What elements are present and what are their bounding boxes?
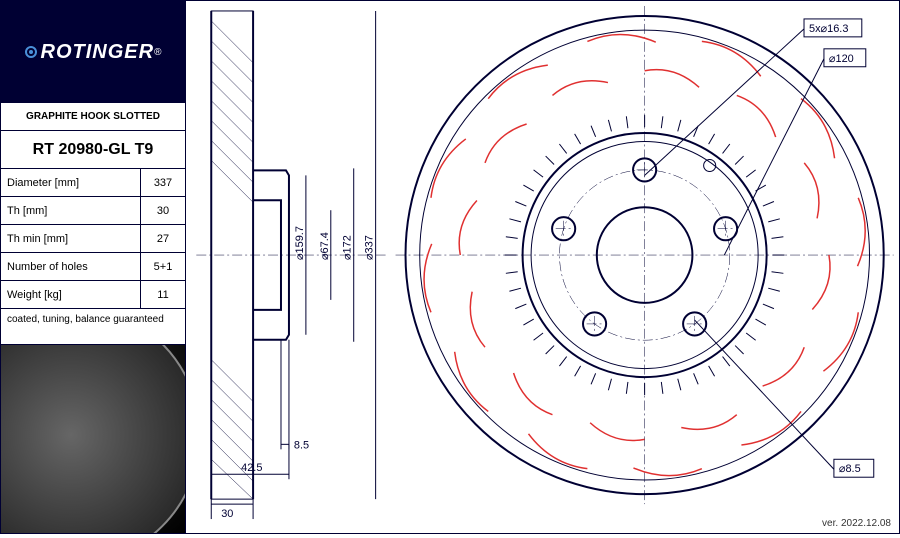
callout-pcd: ⌀120 <box>829 53 854 65</box>
info-panel: ROTINGER ® GRAPHITE HOOK SLOTTED RT 2098… <box>1 1 186 533</box>
spec-row: Th [mm] 30 <box>1 197 185 225</box>
dim-8-5: 8.5 <box>294 439 309 451</box>
callouts: 5x⌀16.3 ⌀120 ⌀8.5 <box>645 19 874 477</box>
spec-label: Th [mm] <box>1 197 141 224</box>
spec-value: 30 <box>141 197 185 224</box>
dim-d337: ⌀337 <box>364 235 376 260</box>
spec-value: 337 <box>141 169 185 196</box>
spec-label: Weight [kg] <box>1 281 141 308</box>
dim-30: 30 <box>221 508 233 520</box>
callout-hole: ⌀8.5 <box>839 463 861 475</box>
spec-label: Th min [mm] <box>1 225 141 252</box>
brand-name: ROTINGER <box>41 41 155 64</box>
side-view: ⌀159.7 ⌀67.4 ⌀172 ⌀337 8.5 42.5 30 <box>196 11 385 520</box>
spec-row: Diameter [mm] 337 <box>1 169 185 197</box>
spec-value: 5+1 <box>141 253 185 280</box>
spec-label: Diameter [mm] <box>1 169 141 196</box>
dim-d159: ⌀159.7 <box>294 226 306 260</box>
version-label: ver. 2022.12.08 <box>822 518 891 529</box>
dim-d67: ⌀67.4 <box>319 232 331 260</box>
front-view <box>396 6 894 504</box>
spec-value: 27 <box>141 225 185 252</box>
spec-row: Number of holes 5+1 <box>1 253 185 281</box>
drawing-svg: ⌀159.7 ⌀67.4 ⌀172 ⌀337 8.5 42.5 30 <box>186 1 899 533</box>
callout-bolt: 5x⌀16.3 <box>809 23 848 35</box>
product-subtitle: GRAPHITE HOOK SLOTTED <box>1 103 185 131</box>
dim-42-5: 42.5 <box>241 462 262 474</box>
spec-row: Th min [mm] 27 <box>1 225 185 253</box>
product-photo <box>1 345 185 533</box>
notes: coated, tuning, balance guaranteed <box>1 309 185 345</box>
part-number: RT 20980-GL T9 <box>1 131 185 169</box>
brand-logo: ROTINGER ® <box>1 1 185 103</box>
spec-row: Weight [kg] 11 <box>1 281 185 309</box>
spec-label: Number of holes <box>1 253 141 280</box>
dim-d172: ⌀172 <box>342 235 354 260</box>
spec-value: 11 <box>141 281 185 308</box>
technical-drawing: ⌀159.7 ⌀67.4 ⌀172 ⌀337 8.5 42.5 30 <box>186 1 899 533</box>
